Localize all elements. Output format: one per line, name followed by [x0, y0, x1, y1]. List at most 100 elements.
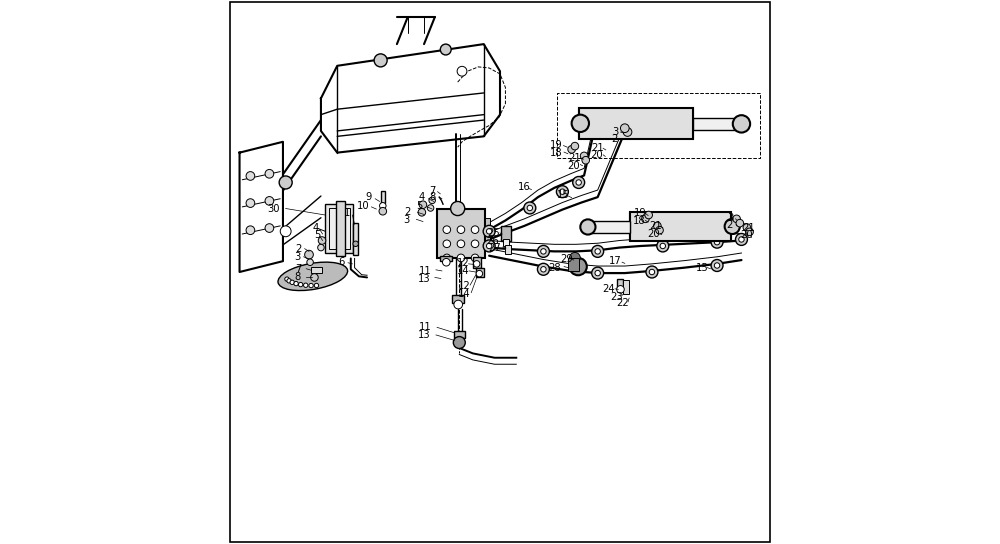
Text: 19: 19 — [634, 208, 646, 218]
Bar — [568, 258, 579, 271]
Text: 3: 3 — [727, 213, 734, 222]
Text: 4: 4 — [313, 222, 319, 232]
Circle shape — [739, 237, 744, 242]
Circle shape — [287, 279, 291, 283]
Circle shape — [623, 128, 632, 137]
Circle shape — [654, 222, 661, 230]
Circle shape — [307, 259, 313, 265]
Text: 2: 2 — [405, 207, 411, 217]
Circle shape — [646, 266, 658, 278]
Circle shape — [246, 171, 255, 180]
Text: 2: 2 — [295, 244, 301, 254]
Bar — [693, 118, 741, 130]
Text: 18: 18 — [550, 147, 562, 158]
Text: 11: 11 — [419, 266, 431, 276]
Bar — [353, 223, 358, 255]
Text: 6: 6 — [338, 257, 345, 267]
Text: 7: 7 — [295, 264, 301, 274]
Text: 11: 11 — [419, 323, 431, 332]
Bar — [329, 208, 350, 249]
Circle shape — [743, 224, 751, 231]
Circle shape — [246, 226, 255, 234]
Circle shape — [733, 215, 740, 222]
Circle shape — [457, 66, 467, 76]
Circle shape — [471, 240, 479, 248]
Bar — [579, 108, 693, 139]
Circle shape — [746, 228, 753, 236]
Circle shape — [714, 239, 720, 245]
Circle shape — [471, 254, 479, 262]
Text: 20: 20 — [647, 229, 660, 239]
Bar — [476, 268, 484, 277]
Circle shape — [537, 245, 549, 257]
Circle shape — [285, 277, 289, 281]
Circle shape — [443, 254, 451, 262]
Bar — [485, 218, 490, 250]
Text: 21: 21 — [591, 143, 604, 153]
Circle shape — [617, 286, 624, 293]
Text: 15: 15 — [557, 190, 569, 200]
Circle shape — [569, 252, 580, 263]
Circle shape — [541, 249, 546, 254]
Circle shape — [453, 337, 465, 349]
Circle shape — [541, 267, 546, 272]
Text: 2: 2 — [726, 220, 733, 230]
Bar — [440, 256, 452, 261]
Text: 23: 23 — [610, 292, 622, 302]
Circle shape — [714, 263, 720, 268]
Circle shape — [573, 176, 585, 188]
Text: 13: 13 — [418, 330, 430, 340]
Circle shape — [711, 259, 723, 271]
Bar — [381, 190, 385, 202]
Circle shape — [311, 274, 318, 281]
Circle shape — [735, 233, 747, 245]
Ellipse shape — [278, 262, 348, 290]
Circle shape — [556, 186, 568, 197]
Circle shape — [580, 152, 588, 160]
Circle shape — [576, 180, 581, 185]
Text: 25: 25 — [487, 228, 500, 238]
Circle shape — [527, 205, 533, 211]
Text: 7: 7 — [430, 186, 436, 196]
Circle shape — [580, 219, 595, 234]
Text: 22: 22 — [616, 299, 629, 308]
Circle shape — [560, 189, 565, 194]
Bar — [311, 267, 322, 273]
Circle shape — [353, 241, 358, 246]
Circle shape — [524, 202, 536, 214]
Text: 9: 9 — [366, 192, 372, 202]
Bar — [325, 204, 353, 253]
Bar — [336, 201, 345, 256]
Circle shape — [454, 300, 463, 309]
Circle shape — [304, 283, 308, 287]
Circle shape — [642, 215, 649, 222]
Text: 30: 30 — [267, 203, 280, 213]
Text: 10: 10 — [357, 201, 370, 211]
Text: 26: 26 — [487, 236, 499, 245]
Circle shape — [592, 267, 604, 279]
Circle shape — [733, 115, 750, 133]
Text: 16: 16 — [518, 182, 531, 193]
Circle shape — [380, 202, 386, 209]
Text: 8: 8 — [429, 192, 435, 202]
Circle shape — [443, 226, 451, 233]
Text: 20: 20 — [567, 160, 580, 171]
Circle shape — [620, 124, 629, 133]
Circle shape — [429, 197, 435, 203]
Circle shape — [318, 244, 324, 251]
Circle shape — [711, 236, 723, 248]
Circle shape — [595, 270, 600, 276]
Text: 5: 5 — [314, 230, 320, 240]
Circle shape — [419, 201, 427, 208]
Bar — [617, 279, 623, 289]
Circle shape — [298, 282, 303, 287]
Circle shape — [483, 240, 495, 252]
Text: 24: 24 — [602, 285, 615, 294]
Circle shape — [374, 54, 387, 67]
Circle shape — [582, 157, 590, 164]
Circle shape — [451, 201, 465, 215]
Circle shape — [736, 219, 744, 227]
Text: 15: 15 — [695, 263, 708, 273]
Circle shape — [318, 237, 326, 244]
Text: 12: 12 — [458, 281, 471, 290]
